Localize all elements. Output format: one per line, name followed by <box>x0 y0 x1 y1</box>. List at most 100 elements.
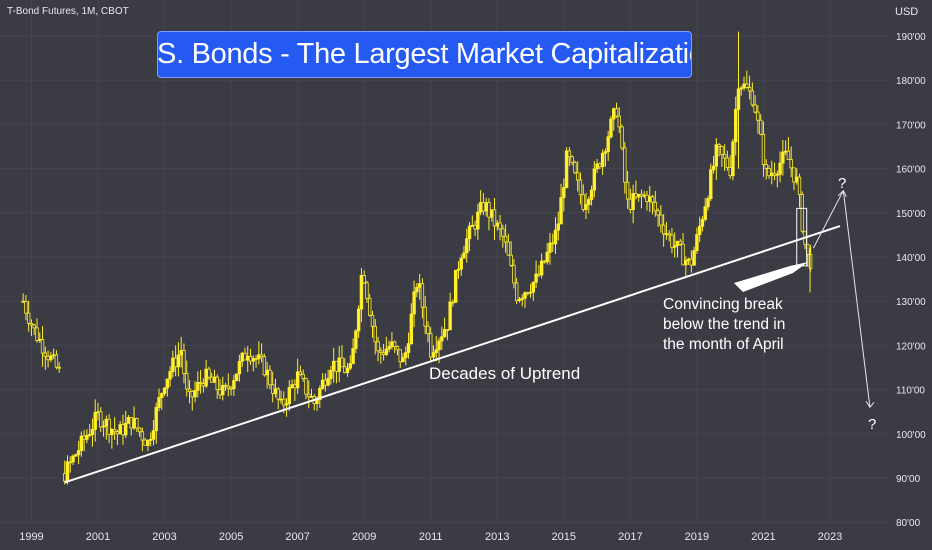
candle-body <box>270 384 275 394</box>
candle-body <box>625 181 630 200</box>
candle-body <box>592 168 597 191</box>
candle-body <box>390 341 394 347</box>
candle-body <box>298 371 303 375</box>
candle-body <box>409 313 414 345</box>
candle-body <box>35 327 39 341</box>
candle-body <box>728 167 732 177</box>
candle-body <box>456 268 461 271</box>
candle-body <box>437 340 441 351</box>
candle-body <box>40 338 45 354</box>
candle-body <box>553 229 558 245</box>
candle-body <box>548 242 552 253</box>
projection-down-line <box>842 190 871 408</box>
candle-body <box>148 438 153 441</box>
candle-body <box>545 251 549 263</box>
candle-body <box>528 291 533 294</box>
y-tick-label: 90'00 <box>896 474 921 485</box>
candle-body <box>526 292 530 295</box>
candle-body <box>26 312 31 324</box>
candle-body <box>720 146 724 155</box>
candle-body <box>559 197 563 225</box>
candle-body <box>451 301 455 304</box>
candle-body <box>606 136 610 152</box>
candle-body <box>212 376 217 383</box>
candle-body <box>124 422 128 436</box>
candle-body <box>234 373 239 381</box>
candle-body <box>398 349 402 363</box>
x-tick-label: 2007 <box>285 531 309 543</box>
candle-body <box>345 367 350 373</box>
y-tick-label: 180'00 <box>896 76 926 87</box>
candle-body <box>612 108 616 120</box>
candle-body <box>656 210 660 216</box>
candle-body <box>711 165 716 171</box>
candle-body <box>731 141 735 177</box>
candle-body <box>725 157 730 168</box>
candle-body <box>650 196 655 203</box>
candle-body <box>739 87 743 90</box>
candle-body <box>659 214 663 226</box>
candle-body <box>190 391 194 398</box>
candle-body <box>290 384 294 388</box>
candle-body <box>706 198 710 208</box>
candle-body <box>182 350 186 374</box>
candle-body <box>523 292 527 299</box>
x-tick-label: 2011 <box>419 531 443 543</box>
candle-body <box>465 238 469 254</box>
candle-body <box>246 356 250 361</box>
candle-body <box>648 196 652 202</box>
candle-body <box>786 150 791 160</box>
candle-body <box>304 377 308 395</box>
candle-body <box>112 429 117 433</box>
candle-body <box>135 417 139 429</box>
y-tick-label: 110'00 <box>896 386 925 397</box>
candle-body <box>24 300 28 314</box>
candle-body <box>684 260 688 266</box>
candle-body <box>87 434 92 436</box>
candle-body <box>162 387 167 394</box>
candle-body <box>173 357 178 368</box>
x-tick-label: 2019 <box>685 531 709 543</box>
candle-body <box>490 209 494 218</box>
candle-body <box>392 341 397 347</box>
candle-body <box>429 333 433 358</box>
candle-body <box>600 152 605 168</box>
candle-body <box>43 352 48 357</box>
candle-body <box>440 336 444 342</box>
break-annotation-line2: below the trend in <box>663 316 786 333</box>
candle-body <box>653 201 658 212</box>
candle-body <box>110 429 114 436</box>
candle-body <box>368 297 372 316</box>
candle-body <box>742 83 746 89</box>
candle-body <box>362 274 366 284</box>
candle-body <box>745 83 749 88</box>
candle-body <box>667 233 671 236</box>
projection-up-arrowhead <box>837 189 847 197</box>
x-tick-label: 2021 <box>751 531 775 543</box>
candle-body <box>589 189 594 200</box>
candle-body <box>539 260 544 276</box>
candle-body <box>146 440 150 446</box>
candle-body <box>431 352 436 358</box>
candle-body <box>617 115 621 128</box>
candle-body <box>273 388 278 394</box>
candle-body <box>434 349 438 354</box>
candle-body <box>262 356 267 376</box>
candle-body <box>129 417 133 429</box>
candle-body <box>722 154 727 159</box>
candle-body <box>567 150 572 158</box>
candle-body <box>259 354 264 358</box>
candle-body <box>628 198 633 210</box>
candle-body <box>354 330 358 349</box>
candle-body <box>82 435 86 440</box>
candle-body <box>243 352 247 361</box>
candle-body <box>520 297 524 300</box>
candle-body <box>254 358 258 360</box>
candle-body <box>639 193 644 197</box>
candle-body <box>307 393 311 398</box>
candle-body <box>365 282 369 299</box>
candle-body <box>678 240 682 245</box>
candle-body <box>620 126 624 149</box>
candle-body <box>448 301 452 331</box>
